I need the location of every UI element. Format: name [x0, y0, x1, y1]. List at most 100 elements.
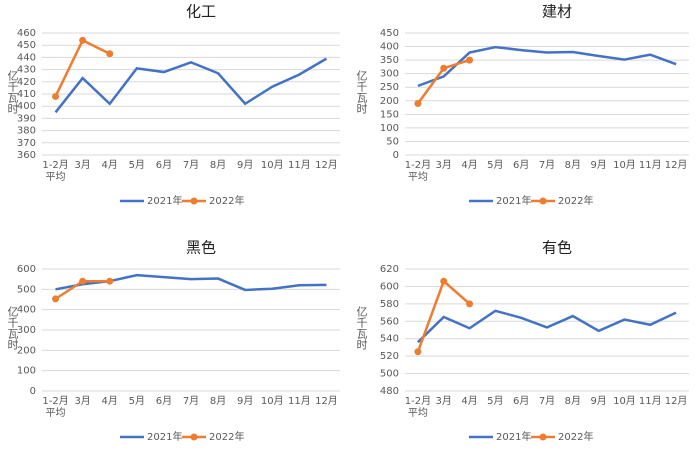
y-axis-title: 亿千瓦时: [6, 70, 19, 114]
x-tick-label: 5月: [128, 396, 145, 407]
x-tick-label: 12月: [315, 160, 338, 171]
series-line: [54, 38, 111, 97]
x-tick-label: 7月: [538, 396, 556, 407]
legend-marker: [190, 197, 198, 205]
y-tick-label: 400: [17, 305, 36, 316]
x-tick-label: 7月: [182, 160, 200, 171]
x-tick-label: 12月: [664, 160, 688, 171]
y-tick-label: 360: [17, 150, 36, 161]
y-tick-label: 400: [380, 42, 399, 53]
y-axis-title: 亿千瓦时: [355, 70, 368, 114]
y-tick-label: 450: [17, 40, 36, 51]
y-tick-label: 420: [17, 77, 36, 88]
y-tick-label: 150: [380, 109, 399, 120]
x-tick-label: 5月: [487, 160, 504, 171]
x-tick-label: 1-2月 平均: [42, 160, 69, 183]
x-tick-label: 1-2月 平均: [404, 160, 432, 183]
x-tick-label: 7月: [538, 160, 556, 171]
point: [52, 92, 60, 100]
x-tick-label: 11月: [638, 396, 662, 407]
x-tick-label: 4月: [461, 396, 478, 407]
y-tick-label: 560: [380, 316, 399, 327]
x-tick-label: 4月: [461, 160, 478, 171]
y-tick-label: 380: [17, 126, 36, 137]
y-axis-title: 亿千瓦时: [6, 306, 19, 350]
x-tick-label: 10月: [613, 396, 636, 407]
y-tick-label: 370: [17, 138, 36, 149]
x-tick-label: 4月: [101, 160, 118, 171]
x-tick-label: 6月: [512, 160, 530, 171]
x-tick-label: 11月: [638, 160, 662, 171]
y-tick-label: 600: [380, 281, 399, 292]
x-tick-label: 10月: [260, 396, 284, 407]
point: [52, 295, 60, 303]
y-tick-label: 540: [380, 334, 399, 345]
y-tick-label: 50: [386, 136, 399, 147]
x-tick-label: 10月: [260, 160, 284, 171]
point: [79, 277, 87, 285]
x-tick-label: 7月: [182, 396, 200, 407]
x-tick-label: 3月: [74, 160, 91, 171]
legend-label: 2022年: [558, 194, 593, 207]
x-tick-label: 10月: [613, 160, 636, 171]
x-tick-label: 1-2月 平均: [404, 396, 432, 419]
y-tick-label: 250: [380, 82, 399, 93]
y-tick-label: 0: [30, 386, 36, 397]
legend-label: 2021年: [147, 430, 182, 443]
y-tick-label: 620: [380, 264, 399, 275]
y-tick-label: 200: [17, 345, 36, 356]
legend-marker: [539, 197, 547, 205]
x-tick-label: 9月: [236, 396, 254, 407]
y-tick-label: 520: [380, 351, 399, 362]
x-tick-label: 6月: [155, 396, 173, 407]
legend-label: 2021年: [147, 194, 182, 207]
x-tick-label: 6月: [512, 396, 530, 407]
y-tick-label: 350: [380, 55, 399, 66]
y-tick-label: 390: [17, 113, 36, 124]
x-tick-label: 3月: [435, 160, 452, 171]
x-tick-label: 11月: [287, 160, 311, 171]
point: [106, 50, 114, 58]
y-tick-label: 300: [17, 325, 36, 336]
point: [466, 300, 474, 308]
y-tick-label: 200: [380, 96, 399, 107]
x-tick-label: 9月: [236, 160, 254, 171]
x-tick-label: 8月: [209, 396, 227, 407]
y-tick-label: 450: [380, 28, 399, 39]
x-tick-label: 8月: [209, 160, 227, 171]
x-tick-label: 1-2月 平均: [42, 396, 69, 419]
point: [414, 99, 422, 107]
y-axis-title: 亿千瓦时: [355, 306, 368, 350]
series-line: [417, 309, 677, 344]
y-tick-label: 300: [380, 69, 399, 80]
legend-label: 2021年: [496, 430, 531, 443]
point: [440, 277, 448, 285]
y-tick-label: 500: [380, 369, 399, 380]
point: [466, 56, 474, 64]
x-tick-label: 6月: [155, 160, 173, 171]
y-tick-label: 500: [17, 284, 36, 295]
point: [440, 64, 448, 72]
y-tick-label: 460: [17, 28, 36, 39]
x-tick-label: 8月: [564, 160, 581, 171]
series-line: [417, 45, 677, 88]
y-tick-label: 410: [17, 89, 36, 100]
point: [79, 36, 87, 44]
legend-label: 2022年: [558, 430, 593, 443]
point: [414, 348, 422, 356]
y-tick-label: 0: [393, 150, 399, 161]
y-tick-label: 580: [380, 299, 399, 310]
x-tick-label: 12月: [315, 396, 338, 407]
y-tick-label: 480: [380, 386, 399, 397]
x-tick-label: 8月: [564, 396, 581, 407]
y-tick-label: 440: [17, 52, 36, 63]
x-tick-label: 9月: [590, 396, 607, 407]
x-tick-label: 5月: [487, 396, 504, 407]
x-tick-label: 4月: [101, 396, 118, 407]
y-tick-label: 100: [17, 366, 36, 377]
y-tick-label: 100: [380, 123, 399, 134]
y-tick-label: 600: [17, 264, 36, 275]
chart-title: 建材: [542, 3, 572, 21]
legend-label: 2022年: [209, 430, 244, 443]
